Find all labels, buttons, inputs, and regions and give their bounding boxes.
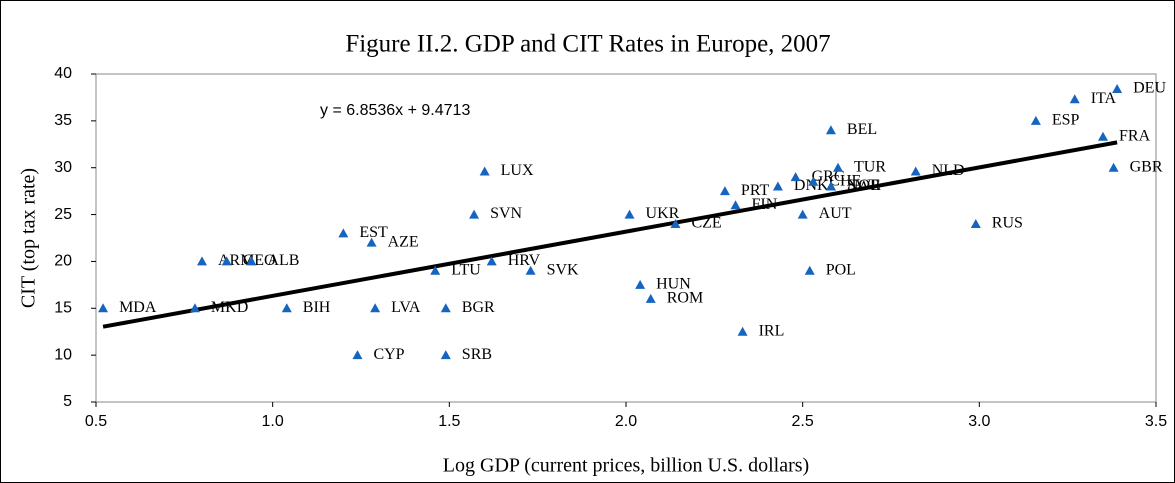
point-label: ITA (1091, 90, 1117, 107)
x-tick-label: 0.5 (85, 413, 107, 430)
point-label: LVA (391, 299, 421, 316)
y-axis-label: CIT (top tax rate) (18, 168, 40, 308)
point (833, 162, 843, 172)
point (772, 181, 783, 191)
point (804, 265, 815, 275)
point (737, 326, 748, 336)
point (730, 200, 741, 210)
point (1069, 94, 1080, 104)
point-label: EST (359, 224, 388, 241)
point-label: AUT (819, 205, 852, 222)
point-label: CZE (691, 215, 721, 232)
point (430, 265, 441, 275)
point (479, 166, 490, 176)
point (1030, 115, 1041, 125)
point (645, 293, 656, 303)
point-label: ROM (667, 290, 703, 307)
x-tick-label: 3.5 (1145, 413, 1167, 430)
point-label: SWE (847, 177, 881, 194)
point-label: SRB (462, 346, 492, 363)
point (719, 186, 730, 196)
point-label: GRC (812, 168, 845, 185)
point-label: LTU (451, 261, 481, 278)
point (790, 172, 801, 182)
point (635, 279, 646, 289)
point-label: BIH (303, 299, 331, 316)
point (197, 256, 207, 266)
point-label: PRT (741, 182, 770, 199)
point-label: LUX (501, 162, 534, 179)
point-label: IRL (759, 322, 785, 339)
point (825, 125, 836, 135)
point (670, 218, 681, 228)
point-label: HRV (508, 252, 541, 269)
point-label: TUR (854, 158, 886, 175)
point (486, 256, 497, 266)
point (246, 256, 257, 266)
point (469, 209, 480, 219)
point-label: NOR (847, 177, 881, 194)
point (1112, 83, 1123, 93)
point (970, 218, 981, 228)
point (525, 265, 536, 275)
y-tick-label: 40 (54, 65, 72, 82)
point-label: BGR (462, 299, 495, 316)
point-label: MDA (119, 299, 157, 316)
point-label: ESP (1052, 112, 1080, 129)
x-tick-label: 1.5 (438, 413, 460, 430)
point-label: NLD (932, 162, 965, 179)
point (366, 237, 377, 247)
point (1108, 162, 1119, 172)
point-label: UKR (646, 205, 680, 222)
point (352, 350, 363, 360)
point-label: MKD (211, 299, 248, 316)
point-label: GBR (1130, 158, 1163, 175)
trendline (102, 140, 1118, 329)
point-label: SVK (547, 261, 579, 278)
x-tick-label: 1.0 (262, 413, 284, 430)
point (1098, 131, 1108, 141)
trendline-equation: y = 6.8536x + 9.4713 (320, 102, 470, 119)
point (189, 303, 200, 313)
y-tick-label: 35 (54, 112, 72, 129)
y-tick-label: 20 (54, 253, 72, 270)
point (281, 303, 292, 313)
y-tick-label: 15 (54, 300, 72, 317)
point-label: DEU (1133, 80, 1166, 97)
y-tick-label: 5 (63, 393, 72, 410)
point (910, 166, 921, 176)
point-label: ALB (267, 252, 299, 269)
y-tick-label: 30 (54, 159, 72, 176)
point-label: CHE (829, 172, 861, 189)
chart-title: Figure II.2. GDP and CIT Rates in Europe… (345, 31, 830, 58)
point (338, 228, 349, 238)
point-label: HUN (656, 276, 691, 293)
point-label: CYP (373, 346, 404, 363)
x-tick-label: 2.0 (615, 413, 637, 430)
point-label: AZE (388, 233, 419, 250)
point-label: SVN (490, 205, 522, 222)
point (825, 181, 836, 191)
point (98, 303, 109, 313)
point (440, 303, 451, 313)
point-label: RUS (992, 215, 1023, 232)
point (797, 209, 808, 219)
x-tick-label: 3.0 (968, 413, 990, 430)
point-label: FIN (752, 196, 778, 213)
point (624, 209, 635, 219)
x-axis-label: Log GDP (current prices, billion U.S. do… (443, 455, 809, 477)
point (221, 256, 232, 266)
y-tick-label: 25 (54, 206, 72, 223)
point-label: POL (826, 261, 856, 278)
point (370, 303, 381, 313)
x-tick-label: 2.5 (792, 413, 814, 430)
point (440, 350, 451, 360)
point (808, 176, 819, 186)
y-tick-label: 10 (54, 346, 72, 363)
point-label: BEL (847, 121, 877, 138)
point-label: FRA (1119, 127, 1151, 144)
